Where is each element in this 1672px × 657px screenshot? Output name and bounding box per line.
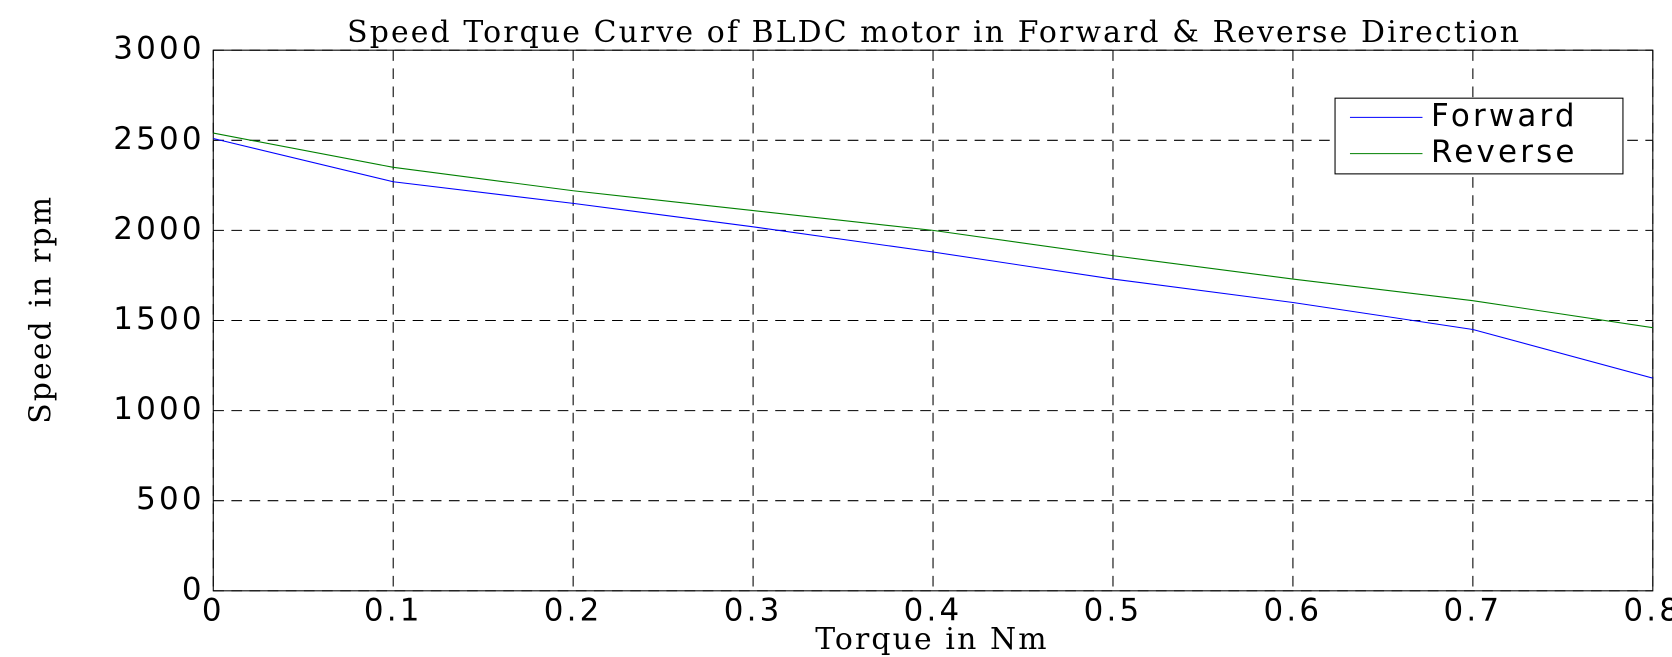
x-tick-label: 0.2: [544, 593, 603, 629]
plot-frame: [212, 49, 1654, 592]
x-tick-label: 0: [202, 593, 225, 629]
x-axis-label: Torque in Nm: [815, 622, 1049, 657]
y-axis-label: Speed in rpm: [24, 195, 59, 424]
x-tick-label: 0.4: [904, 593, 963, 629]
y-tick-label: 3000: [113, 31, 204, 67]
x-tick-label: 0.8: [1623, 593, 1672, 629]
legend-label: Forward: [1431, 98, 1578, 134]
line: [213, 137, 1653, 379]
y-tick-label: 0: [182, 571, 205, 607]
legend-label: Reverse: [1431, 134, 1578, 170]
y-tick-label: 1000: [113, 391, 204, 427]
x-tick-label: 0.3: [724, 593, 783, 629]
y-tick-label: 1500: [113, 301, 204, 337]
x-tick-label: 0.5: [1084, 593, 1143, 629]
y-tick-label: 500: [136, 481, 205, 517]
x-tick-label: 0.6: [1264, 593, 1323, 629]
line: [213, 132, 1653, 329]
x-tick-label: 0.1: [364, 593, 423, 629]
y-tick-label: 2500: [113, 121, 204, 157]
chart-title: Speed Torque Curve of BLDC motor in Forw…: [347, 15, 1521, 50]
y-tick-label: 2000: [113, 211, 204, 247]
x-tick-label: 0.7: [1443, 593, 1502, 629]
legend-box: [1334, 97, 1624, 175]
